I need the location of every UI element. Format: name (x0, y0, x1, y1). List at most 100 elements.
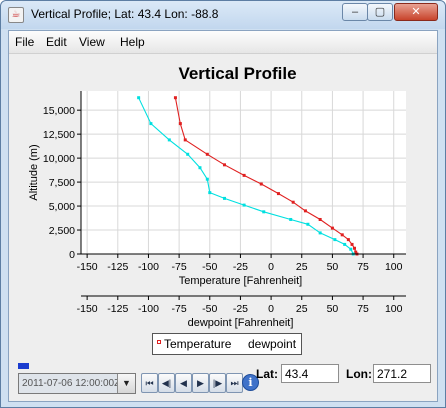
temperature-point (205, 152, 209, 156)
minimize-button[interactable]: – (342, 3, 368, 21)
y-tick-label: 10,000 (43, 153, 75, 165)
x-tick-label: -25 (233, 303, 248, 315)
temperature-axis-label: Temperature [Fahrenheit] (179, 275, 303, 287)
temperature-point (346, 238, 350, 242)
window-title: Vertical Profile; Lat: 43.4 Lon: -88.8 (31, 7, 219, 21)
x-tick-label: 50 (327, 261, 339, 273)
first-frame-button[interactable]: ⏮ (141, 373, 158, 393)
temperature-point (354, 250, 358, 254)
temperature-point (303, 209, 307, 213)
y-axis-label: Altitude (m) (28, 144, 40, 200)
dewpoint-point (186, 152, 190, 156)
info-icon[interactable]: i (242, 374, 259, 391)
dewpoint-point (242, 203, 246, 207)
x-tick-label: 100 (385, 261, 403, 273)
chart-title: Vertical Profile (178, 64, 296, 83)
temperature-point (291, 200, 295, 204)
dewpoint-point (149, 122, 153, 126)
vertical-profile-chart: Vertical Profile 0 2,500 5,000 7,500 10,000 12… (28, 64, 406, 329)
y-tick-label: 12,500 (43, 129, 75, 141)
temperature-point (276, 192, 280, 196)
menu-view[interactable]: View (79, 35, 105, 49)
play-forward-icon: ▶ (197, 378, 204, 388)
y-tick-label: 0 (69, 249, 75, 261)
x-tick-label: -150 (77, 303, 98, 315)
menu-bar: File Edit View Help (9, 31, 437, 54)
x-tick-label: -125 (107, 303, 128, 315)
client-area: File Edit View Help Vertical Profile 0 2,5… (8, 30, 438, 402)
animation-progress-indicator (18, 363, 29, 369)
dewpoint-point (318, 231, 322, 235)
temperature-point (183, 138, 187, 142)
chart-legend: Temperature dewpoint (152, 333, 302, 355)
x-tick-label: -75 (172, 261, 187, 273)
title-bar[interactable]: ☕ Vertical Profile; Lat: 43.4 Lon: -88.8… (1, 1, 445, 29)
y-tick-label: 15,000 (43, 105, 75, 117)
dewpoint-point (222, 196, 226, 200)
lat-label: Lat: (256, 367, 278, 381)
temperature-legend-marker (157, 340, 161, 344)
temperature-point (340, 233, 344, 237)
temperature-point (330, 226, 334, 230)
java-cup-icon: ☕ (8, 7, 24, 23)
y-tick-label: 2,500 (49, 225, 75, 237)
step-back-button[interactable]: ◀| (158, 373, 175, 393)
temperature-point (259, 182, 263, 186)
lon-field[interactable] (373, 364, 431, 383)
menu-edit[interactable]: Edit (46, 35, 67, 49)
menu-help[interactable]: Help (120, 35, 145, 49)
dewpoint-point (137, 96, 141, 100)
legend-dewpoint: dewpoint (248, 337, 297, 351)
temperature-point (352, 246, 356, 250)
x-tick-label: -125 (107, 261, 128, 273)
y-tick-label: 5,000 (49, 201, 75, 213)
dewpoint-point (349, 247, 353, 251)
legend-temperature: Temperature (164, 337, 232, 351)
play-backward-icon: ◀ (180, 378, 187, 388)
temperature-point (350, 242, 354, 246)
last-frame-icon: ⏭ (230, 378, 239, 388)
plot-area (81, 91, 406, 254)
x-tick-label: -150 (77, 261, 98, 273)
chevron-down-icon[interactable]: ▼ (117, 374, 135, 393)
dewpoint-point (167, 138, 171, 142)
x-tick-label: -50 (202, 303, 217, 315)
close-button[interactable]: ✕ (394, 3, 438, 21)
dewpoint-point (306, 222, 310, 226)
step-forward-button[interactable]: |▶ (209, 373, 226, 393)
play-backward-button[interactable]: ◀ (175, 373, 192, 393)
x-tick-label: 100 (385, 303, 403, 315)
temperature-point (173, 96, 177, 100)
x-tick-label: -100 (138, 261, 159, 273)
temperature-point (222, 163, 226, 167)
dewpoint-point (262, 210, 266, 214)
time-value: 2011-07-06 12:00:00Z (22, 378, 121, 389)
last-frame-button[interactable]: ⏭ (226, 373, 243, 393)
x-tick-label: -75 (172, 303, 187, 315)
lon-label: Lon: (346, 367, 372, 381)
x-tick-label: 50 (327, 303, 339, 315)
dewpoint-point (208, 191, 212, 195)
x-tick-label: 75 (357, 261, 369, 273)
x-tick-label: -100 (138, 303, 159, 315)
lat-field[interactable] (281, 364, 339, 383)
first-frame-icon: ⏮ (145, 378, 154, 388)
x-tick-label: 25 (296, 303, 308, 315)
temperature-point (318, 217, 322, 221)
menu-file[interactable]: File (15, 35, 35, 49)
step-back-icon: ◀| (161, 378, 172, 388)
maximize-button[interactable]: ▢ (367, 3, 393, 21)
x-tick-label: -50 (202, 261, 217, 273)
x-tick-label: 75 (357, 303, 369, 315)
temperature-point (178, 122, 182, 126)
dewpoint-point (289, 217, 293, 221)
play-forward-button[interactable]: ▶ (192, 373, 209, 393)
time-selector[interactable]: 2011-07-06 12:00:00Z ▼ (18, 373, 136, 394)
x-tick-label: 25 (296, 261, 308, 273)
x-tick-label: 0 (268, 261, 274, 273)
dewpoint-axis-label: dewpoint [Fahrenheit] (188, 317, 294, 329)
dewpoint-point (343, 242, 347, 246)
dewpoint-point (198, 166, 202, 170)
chart-panel: Vertical Profile 0 2,500 5,000 7,500 10,000 12… (10, 55, 436, 361)
